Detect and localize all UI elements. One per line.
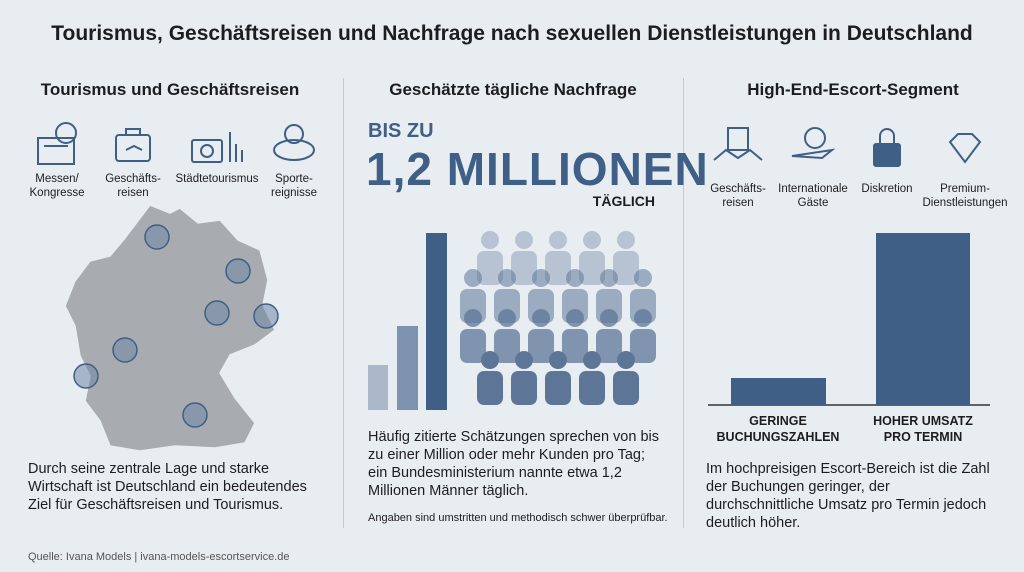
- heading: Tourismus und Geschäftsreisen: [40, 80, 300, 99]
- decor-bar: [876, 233, 970, 405]
- map-markers: [73, 224, 279, 428]
- person-icon: [566, 309, 584, 327]
- icon-label: Städtetourismus: [175, 173, 259, 185]
- person-icon: [464, 309, 482, 327]
- person-icon: [477, 371, 503, 405]
- person-icon: [545, 251, 571, 285]
- decor-bar: [426, 233, 447, 410]
- headline: 1,2 MILLIONEN: [366, 143, 709, 195]
- person-icon: [515, 351, 533, 369]
- paragraph: Durch seine zentrale Lage und starke Wir…: [28, 461, 307, 513]
- person-icon: [532, 309, 550, 327]
- person-icon: [549, 231, 567, 249]
- icon-label: Sporte- reignisse: [270, 173, 318, 199]
- person-icon: [566, 269, 584, 287]
- person-icon: [630, 329, 656, 363]
- person-icon: [460, 329, 486, 363]
- person-icon: [515, 231, 533, 249]
- note: Angaben sind umstritten und methodisch s…: [368, 512, 668, 524]
- heading: High-End-Escort-Segment: [747, 80, 959, 99]
- person-icon: [494, 329, 520, 363]
- prefix: BIS ZU: [368, 120, 434, 142]
- bar-label: HOHER UMSATZ PRO TERMIN: [873, 414, 973, 444]
- person-icon: [634, 269, 652, 287]
- decor-bar: [368, 365, 388, 410]
- person-icon: [562, 329, 588, 363]
- icon-label: Geschäfts- reisen: [105, 173, 161, 199]
- person-icon: [481, 351, 499, 369]
- person-icon: [528, 329, 554, 363]
- person-icon: [498, 309, 516, 327]
- person-icon: [481, 231, 499, 249]
- person-icon: [511, 251, 537, 285]
- person-icon: [464, 269, 482, 287]
- person-icon: [583, 351, 601, 369]
- icon-label: Diskretion: [861, 183, 913, 195]
- paragraph: Häufig zitierte Schätzungen sprechen von…: [368, 429, 659, 499]
- icon-label: Internationale Gäste: [778, 183, 848, 209]
- bar-label: GERINGE BUCHUNGSZAHLEN: [716, 414, 840, 444]
- person-icon: [498, 269, 516, 287]
- person-icon: [617, 351, 635, 369]
- person-icon: [617, 231, 635, 249]
- paragraph: Im hochpreisigen Escort-Bereich ist die …: [706, 461, 990, 531]
- person-icon: [634, 309, 652, 327]
- title: Tourismus, Geschäftsreisen und Nachfrage…: [51, 22, 973, 45]
- map: [64, 204, 276, 452]
- person-icon: [549, 351, 567, 369]
- person-icon: [579, 251, 605, 285]
- person-icon: [613, 371, 639, 405]
- person-icon: [600, 309, 618, 327]
- icons-right: [713, 127, 982, 167]
- person-icon: [596, 329, 622, 363]
- person-icon: [583, 231, 601, 249]
- person-icon: [579, 371, 605, 405]
- person-icon: [532, 269, 550, 287]
- divider: [683, 78, 684, 528]
- person-icon: [545, 371, 571, 405]
- icon-label: Premium- Dienstleistungen: [922, 183, 1008, 209]
- icons-left: [37, 122, 315, 165]
- person-icon: [511, 371, 537, 405]
- heading: Geschätzte tägliche Nachfrage: [389, 80, 637, 99]
- people: [460, 231, 656, 405]
- decor-bar: [731, 378, 826, 405]
- divider: [343, 78, 344, 528]
- decor-bar: [397, 326, 418, 410]
- person-icon: [477, 251, 503, 285]
- source: Quelle: Ivana Models | ivana-models-esco…: [28, 551, 290, 563]
- suffix: TÄGLICH: [592, 193, 655, 209]
- person-icon: [600, 269, 618, 287]
- person-icon: [613, 251, 639, 285]
- icon-label: Geschäfts- reisen: [710, 183, 766, 209]
- icon-label: Messen/ Kongresse: [29, 173, 85, 199]
